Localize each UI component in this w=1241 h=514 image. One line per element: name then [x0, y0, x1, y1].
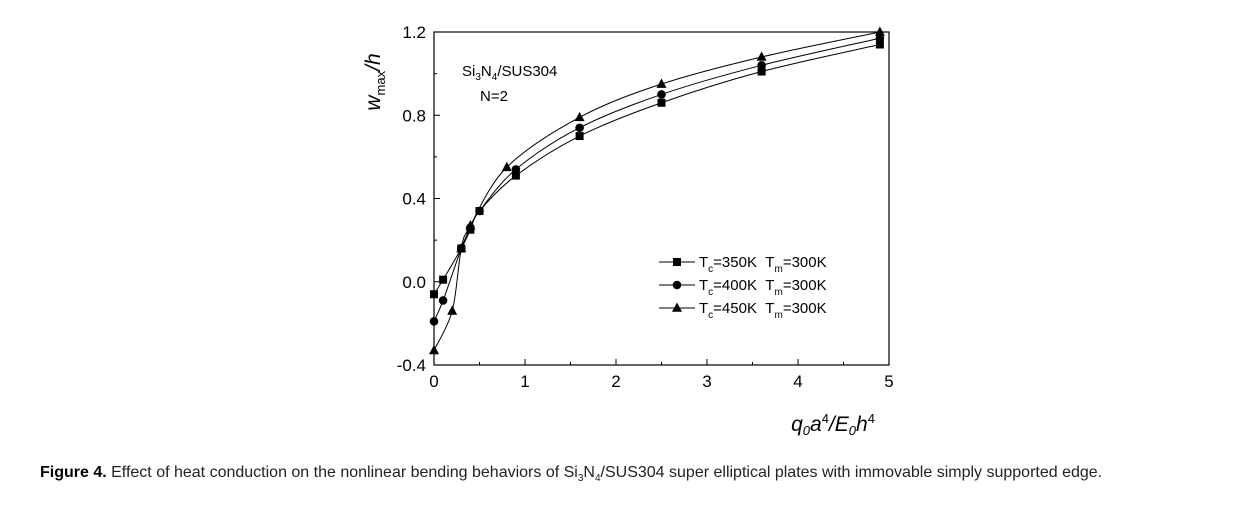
- caption-sub-2: 4: [594, 473, 601, 485]
- data-point-triangle: [447, 305, 458, 315]
- chart: 0 1 2 3 4 5 -0.4 0.0 0.4 0.8 1.2 wmax/h q0a4/E0h4…: [362, 23, 894, 438]
- data-point-circle: [657, 90, 666, 99]
- material-annotation: Si3N4/SUS304: [462, 63, 557, 83]
- x-tick-label: 1: [520, 372, 529, 391]
- data-point-triangle: [465, 220, 476, 230]
- data-point-square: [439, 275, 448, 284]
- x-tick-label: 0: [429, 372, 438, 391]
- data-point-square: [430, 290, 438, 299]
- data-point-circle: [438, 296, 448, 305]
- caption-sub-1: 3: [577, 473, 584, 485]
- data-point-triangle: [429, 344, 439, 355]
- data-point-circle: [475, 206, 484, 216]
- gradient-index-annotation: N=2: [480, 88, 508, 105]
- y-tick-label: 0.0: [402, 273, 426, 292]
- data-point-square: [511, 171, 520, 180]
- data-point-triangle: [756, 51, 767, 61]
- legend-marker-circle: [672, 280, 682, 290]
- y-tick-label: 0.4: [402, 190, 426, 209]
- x-tick-label: 5: [884, 372, 893, 391]
- data-point-square: [657, 98, 666, 107]
- legend-label: Tc=350K Tm=300K: [699, 254, 827, 275]
- x-axis: 0 1 2 3 4 5: [429, 359, 894, 391]
- caption-text-mid: N: [583, 464, 595, 481]
- legend-label: Tc=450K Tm=300K: [699, 300, 827, 321]
- caption-text-before: Effect of heat conduction on the nonline…: [106, 464, 578, 481]
- figure-caption: Figure 4. Effect of heat conduction on t…: [40, 462, 1220, 490]
- data-point-triangle: [456, 242, 467, 253]
- data-point-circle: [429, 316, 439, 326]
- caption-label: Figure 4.: [40, 464, 107, 481]
- legend-marker-square: [673, 258, 681, 266]
- y-tick-label: -0.4: [397, 356, 426, 375]
- data-point-circle: [575, 123, 584, 133]
- caption-text-after: /SUS304 super elliptical plates with imm…: [600, 464, 1103, 481]
- y-axis-title: wmax/h: [362, 53, 388, 110]
- x-axis-title: q0a4/E0h4: [791, 411, 875, 438]
- y-tick-label: 1.2: [402, 23, 426, 42]
- data-point-square: [757, 67, 766, 76]
- data-point-circle: [875, 33, 885, 43]
- data-point-triangle: [656, 78, 667, 88]
- data-point-square: [575, 132, 584, 141]
- series-markers: [429, 26, 885, 355]
- data-point-circle: [757, 61, 766, 70]
- data-point-square: [875, 40, 884, 49]
- x-tick-label: 2: [611, 372, 620, 391]
- x-tick-label: 4: [793, 372, 802, 391]
- x-tick-label: 3: [702, 372, 711, 391]
- legend-label: Tc=400K Tm=300K: [699, 277, 827, 298]
- data-point-triangle: [574, 111, 585, 122]
- data-point-triangle: [501, 161, 512, 172]
- data-point-circle: [511, 165, 521, 174]
- legend-marker-triangle: [672, 302, 682, 312]
- y-tick-label: 0.8: [402, 106, 426, 125]
- series-line-triangle: [433, 31, 881, 351]
- data-point-triangle: [874, 26, 885, 36]
- y-axis: -0.4 0.0 0.4 0.8 1.2: [397, 23, 440, 375]
